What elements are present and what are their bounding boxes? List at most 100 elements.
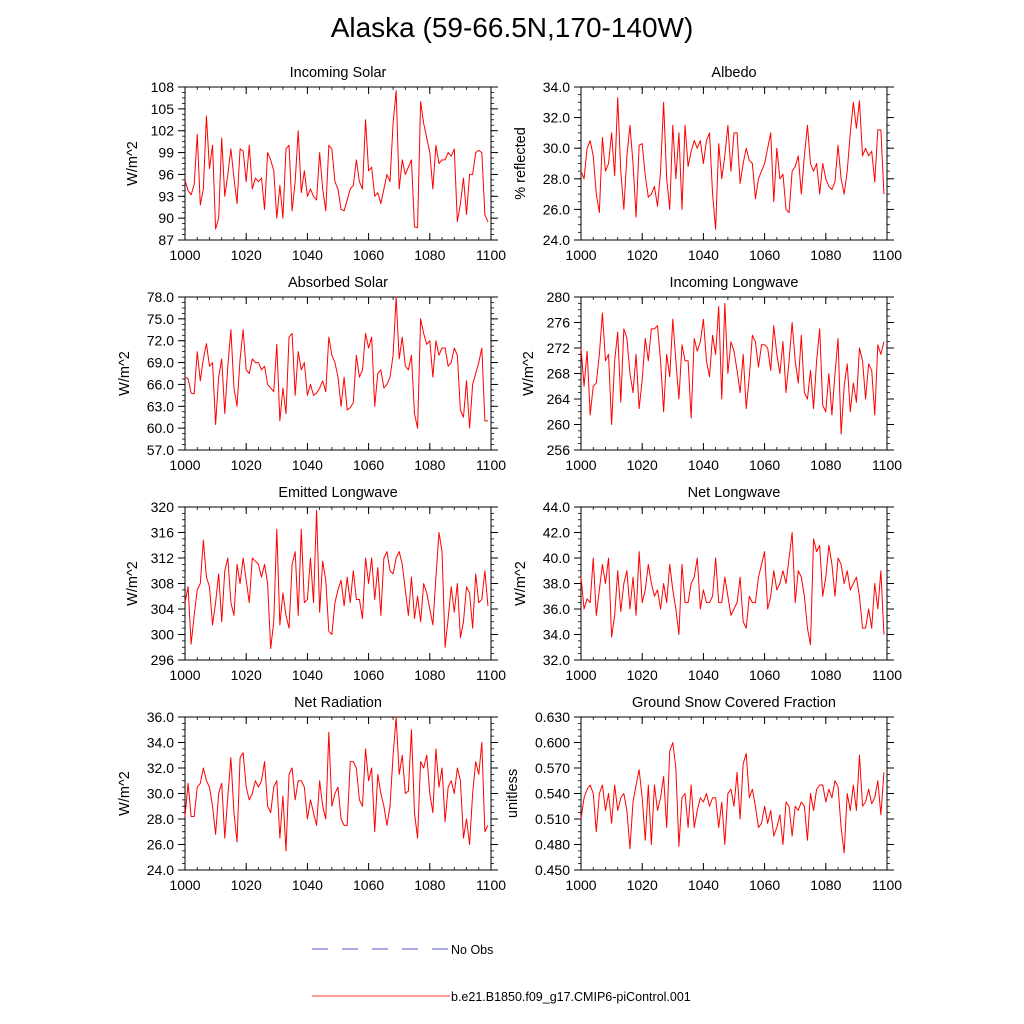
y-tick-label: 0.600 [535, 735, 570, 751]
y-tick-label: 69.0 [147, 355, 174, 371]
y-tick-label: 256 [547, 442, 571, 458]
panel-title: Ground Snow Covered Fraction [632, 695, 836, 711]
y-tick-label: 102 [151, 123, 175, 139]
panel-incoming-longwave: 1000 1020 1040 1060 1080 1100 256 260 264 268 272 2… [521, 275, 902, 473]
x-tick-label: 1020 [231, 877, 262, 893]
x-tick-label: 1080 [810, 877, 841, 893]
y-tick-label: 316 [151, 525, 175, 541]
legend: No Obs b.e21.B1850.f09_g17.CMIP6-piContr… [312, 943, 691, 1004]
y-tick-label: 296 [151, 652, 175, 668]
series-line [580, 302, 885, 435]
y-axis-label: W/m^2 [117, 771, 133, 816]
y-axis-label: W/m^2 [125, 561, 141, 606]
x-tick-label: 1000 [169, 877, 200, 893]
y-tick-label: 312 [151, 550, 175, 566]
panel-title: Incoming Solar [290, 65, 387, 81]
y-tick-label: 32.0 [543, 652, 570, 668]
x-tick-label: 1080 [810, 457, 841, 473]
plot-frame [580, 716, 888, 871]
y-tick-label: 0.570 [535, 760, 570, 776]
x-tick-label: 1040 [292, 667, 323, 683]
y-axis-label: % reflected [513, 127, 529, 200]
y-tick-label: 44.0 [543, 499, 570, 515]
y-tick-label: 26.0 [147, 837, 174, 853]
y-tick-label: 24.0 [147, 862, 174, 878]
y-tick-label: 34.0 [543, 79, 570, 95]
y-tick-label: 40.0 [543, 550, 570, 566]
panel-absorbed-solar: 1000 1020 1040 1060 1080 1100 57.0 60.0 63.0 66.0… [117, 275, 506, 473]
x-tick-label: 1000 [565, 877, 596, 893]
y-tick-label: 0.480 [535, 837, 570, 853]
x-tick-label: 1100 [476, 457, 506, 473]
x-tick-label: 1060 [749, 457, 780, 473]
plot-frame [580, 506, 888, 661]
y-tick-label: 260 [547, 417, 571, 433]
y-tick-label: 66.0 [147, 376, 174, 392]
panel-title: Incoming Longwave [670, 275, 799, 291]
y-tick-label: 272 [547, 340, 571, 356]
legend-label-no-obs: No Obs [451, 943, 493, 957]
panel-net-longwave: 1000 1020 1040 1060 1080 1100 32.0 34.0 36.0 38.0… [513, 485, 902, 683]
x-tick-label: 1080 [810, 247, 841, 263]
x-tick-label: 1040 [688, 247, 719, 263]
y-tick-label: 36.0 [147, 709, 174, 725]
figure-title: Alaska (59-66.5N,170-140W) [330, 12, 694, 43]
y-tick-label: 28.0 [543, 171, 570, 187]
x-tick-label: 1020 [627, 877, 658, 893]
plot-frame [184, 296, 492, 451]
x-tick-label: 1100 [872, 457, 902, 473]
x-tick-label: 1100 [476, 247, 506, 263]
y-tick-label: 304 [151, 601, 175, 617]
x-tick-label: 1100 [476, 877, 506, 893]
x-tick-label: 1020 [627, 457, 658, 473]
x-tick-label: 1100 [872, 247, 902, 263]
y-tick-label: 0.510 [535, 811, 570, 827]
y-tick-label: 34.0 [543, 627, 570, 643]
x-tick-label: 1040 [292, 457, 323, 473]
y-tick-label: 57.0 [147, 442, 174, 458]
y-axis-label: unitless [505, 769, 521, 818]
x-tick-label: 1080 [414, 247, 445, 263]
y-tick-label: 78.0 [147, 289, 174, 305]
x-tick-label: 1040 [688, 457, 719, 473]
series-line [184, 296, 488, 429]
panel-albedo: 1000 1020 1040 1060 1080 1100 24.0 26.0 28.0 30.0… [513, 65, 902, 263]
x-tick-label: 1080 [414, 667, 445, 683]
x-tick-label: 1020 [627, 667, 658, 683]
y-tick-label: 30.0 [147, 786, 174, 802]
series-line [184, 509, 489, 650]
y-tick-label: 276 [547, 315, 571, 331]
plot-frame [184, 716, 492, 871]
panel-title: Emitted Longwave [278, 485, 397, 501]
y-tick-label: 308 [151, 576, 175, 592]
panel-title: Absorbed Solar [288, 275, 388, 291]
panel-title: Net Radiation [294, 695, 382, 711]
x-tick-label: 1020 [231, 667, 262, 683]
panel-net-radiation: 1000 1020 1040 1060 1080 1100 24.0 26.0 28.0 30.0… [117, 695, 506, 893]
plot-frame [184, 86, 492, 241]
x-tick-label: 1040 [688, 667, 719, 683]
y-tick-label: 28.0 [147, 811, 174, 827]
x-tick-label: 1100 [872, 877, 902, 893]
x-tick-label: 1060 [749, 877, 780, 893]
y-tick-label: 42.0 [543, 525, 570, 541]
y-tick-label: 32.0 [543, 110, 570, 126]
y-tick-label: 93 [158, 188, 174, 204]
y-tick-label: 99 [158, 145, 174, 161]
x-tick-label: 1020 [231, 247, 262, 263]
x-tick-label: 1080 [810, 667, 841, 683]
y-tick-label: 63.0 [147, 398, 174, 414]
x-tick-label: 1060 [749, 667, 780, 683]
y-tick-label: 0.450 [535, 862, 570, 878]
x-tick-label: 1100 [476, 667, 506, 683]
y-tick-label: 90 [158, 210, 174, 226]
x-tick-label: 1060 [749, 247, 780, 263]
y-tick-label: 280 [547, 289, 571, 305]
y-tick-label: 72.0 [147, 333, 174, 349]
legend-label-picontrol: b.e21.B1850.f09_g17.CMIP6-piControl.001 [451, 990, 691, 1004]
y-tick-label: 26.0 [543, 201, 570, 217]
y-tick-label: 24.0 [543, 232, 570, 248]
y-axis-label: W/m^2 [125, 141, 141, 186]
